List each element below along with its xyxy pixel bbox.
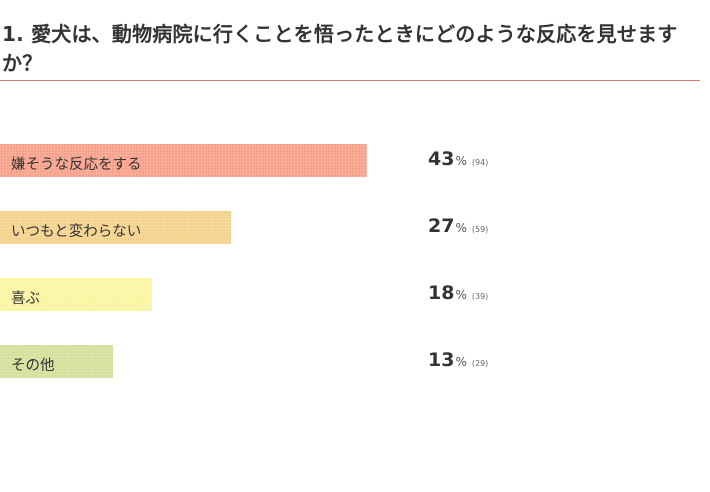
percent-value: 13% (29): [428, 349, 488, 371]
percent-sign: %: [455, 221, 467, 235]
chart-row: いつもと変わらない 27% (59): [0, 211, 710, 245]
percent-number: 13: [428, 349, 455, 371]
percent-number: 27: [428, 215, 455, 237]
chart-row: その他 13% (29): [0, 345, 710, 379]
percent-value: 27% (59): [428, 215, 488, 237]
response-count: (59): [471, 225, 489, 234]
bar-label: 喜ぶ: [11, 291, 40, 307]
response-count: (29): [471, 359, 489, 368]
percent-number: 43: [428, 148, 455, 170]
bar-label: 嫌そうな反応をする: [11, 157, 142, 173]
bar-label: いつもと変わらない: [11, 224, 142, 240]
title-divider: [0, 80, 700, 81]
percent-sign: %: [455, 288, 467, 302]
percent-value: 18% (39): [428, 282, 488, 304]
percent-value: 43% (94): [428, 148, 488, 170]
question-title: 1. 愛犬は、動物病院に行くことを悟ったときにどのような反応を見せますか？: [2, 22, 678, 75]
percent-sign: %: [455, 355, 467, 369]
percent-sign: %: [455, 154, 467, 168]
chart-row: 嫌そうな反応をする 43% (94): [0, 144, 710, 178]
response-count: (39): [471, 292, 489, 301]
response-count: (94): [471, 158, 489, 167]
bar: [0, 278, 152, 311]
bar-label: その他: [11, 358, 55, 374]
percent-number: 18: [428, 282, 455, 304]
bar: [0, 211, 231, 244]
bar: [0, 345, 113, 378]
chart-row: 喜ぶ 18% (39): [0, 278, 710, 312]
bar: [0, 144, 367, 177]
